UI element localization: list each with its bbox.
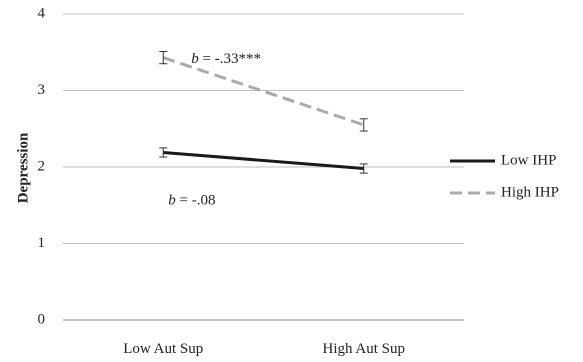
legend-item: High IHP	[450, 184, 559, 200]
series-line	[162, 56, 365, 127]
error-bar	[359, 163, 368, 174]
error-bar	[359, 118, 368, 132]
y-axis-label: Depression	[15, 132, 31, 203]
series-annotation: b = -.08	[168, 193, 215, 209]
series-1	[159, 147, 368, 174]
error-bar	[159, 147, 168, 158]
series-2	[159, 50, 368, 132]
legend: Low IHP High IHP	[450, 152, 559, 200]
y-tick-label: 4	[38, 5, 46, 21]
x-axis: Low Aut Sup High Aut Sup	[63, 319, 464, 357]
series-group	[159, 50, 368, 174]
y-tick-label: 1	[38, 235, 46, 251]
y-tick-label: 2	[38, 158, 46, 174]
error-bar	[159, 50, 168, 65]
y-tick-label: 3	[38, 82, 46, 98]
series-line	[163, 150, 364, 171]
legend-label: High IHP	[501, 184, 559, 200]
legend-item: Low IHP	[450, 152, 556, 168]
y-tick-label: 0	[38, 311, 46, 327]
y-axis: 0 1 2 3 4	[38, 5, 46, 327]
annotations: b = -.08 b = -.33***	[168, 51, 261, 209]
gridlines	[63, 13, 464, 244]
x-tick-label: High Aut Sup	[322, 341, 405, 357]
legend-label: Low IHP	[501, 152, 556, 168]
x-tick-label: Low Aut Sup	[123, 341, 203, 357]
series-annotation: b = -.33***	[191, 51, 261, 67]
